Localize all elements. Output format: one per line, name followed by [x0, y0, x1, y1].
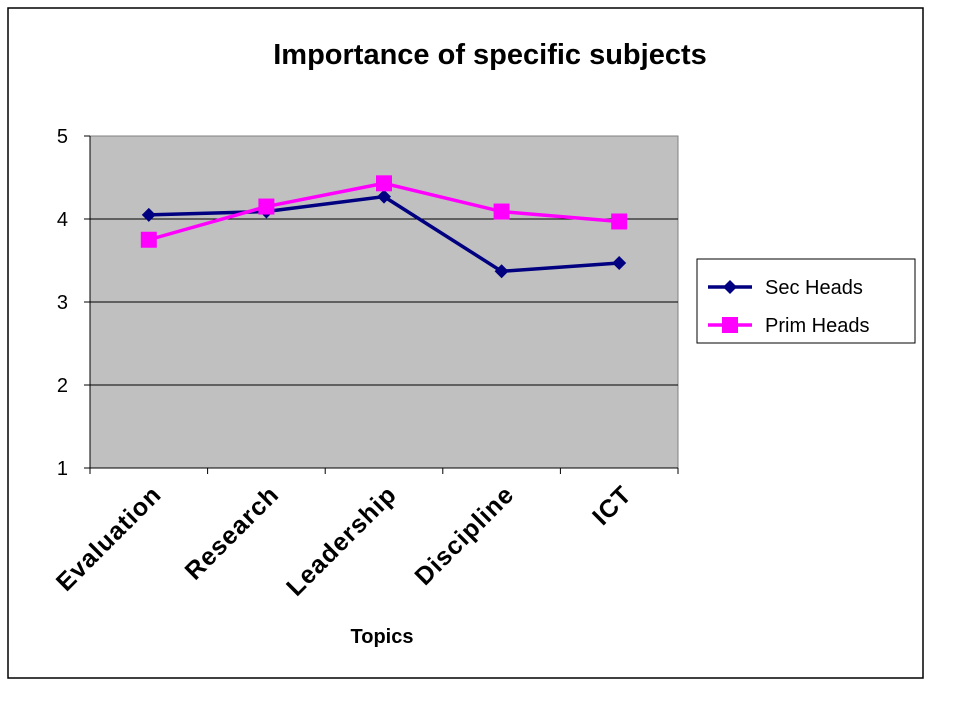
chart-title: Importance of specific subjects: [273, 39, 707, 71]
legend-entry: Prim Heads: [708, 315, 869, 337]
legend: Sec Heads Prim Heads: [708, 277, 869, 337]
legend-marker: [722, 317, 738, 333]
y-tick-label: 3: [57, 292, 68, 314]
data-point: [377, 189, 391, 204]
legend-label: Sec Heads: [765, 277, 863, 299]
y-tick-label: 1: [57, 458, 68, 480]
series-prim-heads: [140, 175, 628, 248]
legend-entry: Sec Heads: [708, 277, 863, 299]
series-layer: [140, 175, 628, 279]
data-point: [493, 203, 510, 220]
data-point: [258, 198, 275, 215]
y-tick-label: 2: [57, 375, 68, 397]
data-point: [612, 255, 627, 270]
y-tick-label: 5: [57, 126, 68, 148]
y-tick-label: 4: [57, 209, 68, 231]
data-point: [611, 213, 628, 230]
data-point: [140, 231, 157, 248]
y-axis-ticks: 1 2 3 4 5: [57, 126, 90, 480]
legend-marker: [723, 280, 737, 294]
legend-label: Prim Heads: [765, 315, 869, 337]
data-point: [494, 264, 509, 279]
data-point: [376, 175, 392, 192]
data-point: [141, 207, 156, 222]
x-axis-label: Topics: [351, 626, 414, 648]
